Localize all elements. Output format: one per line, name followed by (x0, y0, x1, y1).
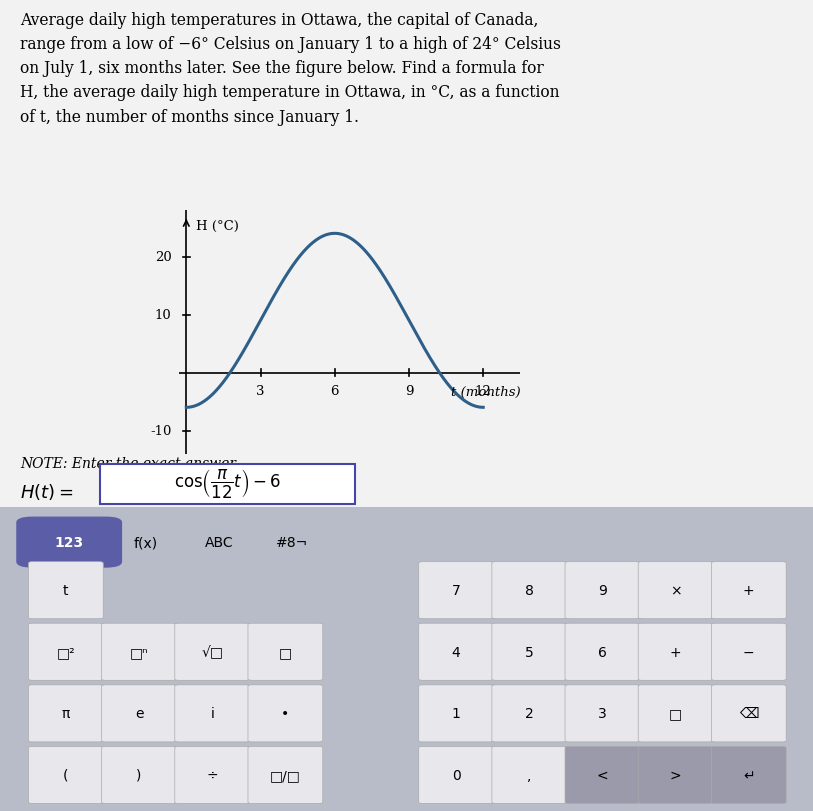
FancyBboxPatch shape (565, 685, 640, 742)
Text: □²: □² (57, 645, 75, 659)
Text: Average daily high temperatures in Ottawa, the capital of Canada,
range from a l: Average daily high temperatures in Ottaw… (20, 12, 561, 126)
Text: e: e (135, 706, 143, 720)
Text: 1: 1 (452, 706, 460, 720)
Text: □ⁿ: □ⁿ (130, 645, 148, 659)
FancyBboxPatch shape (565, 746, 640, 804)
Text: NOTE: Enter the exact answer.: NOTE: Enter the exact answer. (20, 457, 239, 470)
Text: +: + (670, 645, 681, 659)
FancyBboxPatch shape (711, 624, 786, 680)
FancyBboxPatch shape (248, 624, 323, 680)
FancyBboxPatch shape (638, 624, 713, 680)
Text: t (months): t (months) (450, 386, 520, 399)
Text: $H(t) =$: $H(t) =$ (20, 481, 73, 501)
FancyBboxPatch shape (175, 685, 250, 742)
Text: ABC: ABC (205, 535, 233, 549)
Text: 6: 6 (598, 645, 606, 659)
FancyBboxPatch shape (28, 746, 103, 804)
Text: <: < (597, 768, 608, 782)
FancyBboxPatch shape (102, 624, 176, 680)
FancyBboxPatch shape (248, 685, 323, 742)
Text: H (°C): H (°C) (196, 220, 239, 233)
Text: 123: 123 (54, 535, 84, 549)
Text: □: □ (669, 706, 682, 720)
Text: #8¬: #8¬ (276, 535, 308, 549)
Text: 3: 3 (256, 384, 265, 397)
Text: 12: 12 (475, 384, 492, 397)
FancyBboxPatch shape (492, 746, 567, 804)
FancyBboxPatch shape (492, 562, 567, 619)
FancyBboxPatch shape (492, 624, 567, 680)
Text: •: • (281, 706, 289, 720)
Text: -10: -10 (150, 424, 172, 437)
Text: ↵: ↵ (743, 768, 754, 782)
FancyBboxPatch shape (175, 746, 250, 804)
FancyBboxPatch shape (638, 685, 713, 742)
FancyBboxPatch shape (419, 746, 493, 804)
FancyBboxPatch shape (711, 562, 786, 619)
Text: ÷: ÷ (207, 768, 218, 782)
FancyBboxPatch shape (565, 624, 640, 680)
Text: 8: 8 (525, 583, 533, 598)
Text: □/□: □/□ (270, 768, 301, 782)
Text: +: + (743, 583, 754, 598)
Text: f(x): f(x) (133, 535, 158, 549)
Text: ,: , (527, 768, 532, 782)
FancyBboxPatch shape (711, 746, 786, 804)
Text: −: − (743, 645, 754, 659)
Text: 4: 4 (452, 645, 460, 659)
FancyBboxPatch shape (638, 562, 713, 619)
FancyBboxPatch shape (638, 746, 713, 804)
Text: 9: 9 (405, 384, 413, 397)
Text: □: □ (279, 645, 292, 659)
Text: 20: 20 (154, 251, 172, 264)
Text: $\cos\!\left(\dfrac{\pi}{12}t\right)-6$: $\cos\!\left(\dfrac{\pi}{12}t\right)-6$ (174, 466, 280, 500)
Text: 2: 2 (525, 706, 533, 720)
FancyBboxPatch shape (100, 465, 354, 504)
Text: i: i (211, 706, 214, 720)
FancyBboxPatch shape (28, 562, 103, 619)
FancyBboxPatch shape (248, 746, 323, 804)
FancyBboxPatch shape (565, 562, 640, 619)
Text: 7: 7 (452, 583, 460, 598)
Text: ): ) (137, 768, 141, 782)
FancyBboxPatch shape (102, 746, 176, 804)
Text: 5: 5 (525, 645, 533, 659)
Text: ×: × (670, 583, 681, 598)
Text: >: > (670, 768, 681, 782)
FancyBboxPatch shape (16, 517, 122, 568)
FancyBboxPatch shape (419, 562, 493, 619)
Text: (: ( (63, 768, 68, 782)
FancyBboxPatch shape (711, 685, 786, 742)
Text: 6: 6 (331, 384, 339, 397)
Text: 3: 3 (598, 706, 606, 720)
Text: ⌫: ⌫ (739, 706, 759, 720)
FancyBboxPatch shape (175, 624, 250, 680)
Text: 10: 10 (154, 309, 172, 322)
Text: √□: √□ (201, 645, 224, 659)
Text: π: π (62, 706, 70, 720)
FancyBboxPatch shape (492, 685, 567, 742)
Text: 0: 0 (452, 768, 460, 782)
FancyBboxPatch shape (28, 685, 103, 742)
Text: 9: 9 (598, 583, 606, 598)
FancyBboxPatch shape (419, 685, 493, 742)
Text: t: t (63, 583, 68, 598)
FancyBboxPatch shape (28, 624, 103, 680)
FancyBboxPatch shape (419, 624, 493, 680)
FancyBboxPatch shape (102, 685, 176, 742)
